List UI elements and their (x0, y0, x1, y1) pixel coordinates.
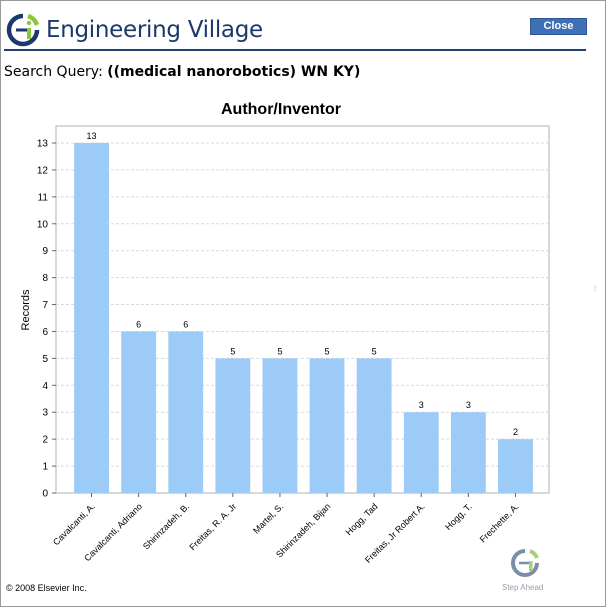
search-query-label: Search Query: (4, 64, 103, 80)
bar (215, 358, 251, 493)
x-tick-label: Hogg, T. (443, 501, 474, 532)
bar (262, 358, 298, 493)
y-tick-label: 8 (42, 273, 48, 284)
x-tick-label: Cavalcanti, A. (51, 501, 97, 547)
y-tick-label: 6 (42, 327, 48, 338)
bar (498, 439, 533, 493)
search-query-value: ((medical nanorobotics) WN KY) (107, 64, 361, 80)
y-tick-label: 7 (42, 300, 48, 311)
bar-value-label: 6 (183, 319, 188, 329)
x-tick-label: Martel, S. (251, 501, 285, 535)
y-tick-label: 13 (37, 139, 49, 150)
y-tick-label: 0 (42, 489, 48, 500)
y-axis-label: Records (20, 289, 32, 330)
y-tick-label: 2 (42, 435, 48, 446)
y-tick-label: 3 (42, 408, 48, 419)
y-tick-label: 11 (38, 192, 49, 203)
resize-grip-icon[interactable]: ⁞ (594, 284, 597, 293)
x-tick-label: Frechette, A. (478, 501, 521, 544)
author-bar-chart: Author/Inventor Records 0123456789101112… (20, 101, 550, 565)
y-tick-label: 9 (42, 246, 48, 257)
y-tick-label: 1 (42, 462, 48, 473)
bar-value-label: 3 (419, 400, 424, 410)
step-ahead-tagline: Step Ahead (502, 583, 544, 592)
x-tick-label: Shirinzadeh, B. (141, 501, 191, 551)
bar-value-label: 13 (87, 131, 97, 141)
x-tick-label: Freitas, R. A. Jr (187, 501, 238, 552)
y-tick-label: 12 (37, 165, 49, 176)
close-button[interactable]: Close (530, 18, 587, 35)
bar-value-label: 5 (230, 346, 235, 356)
bar (121, 331, 157, 493)
y-tick-label: 10 (37, 219, 49, 230)
engineering-village-logo: Engineering Village (6, 12, 263, 48)
bar-value-label: 5 (277, 346, 282, 356)
bar-value-label: 5 (325, 346, 330, 356)
bar (168, 331, 204, 493)
copyright-text: © 2008 Elsevier Inc. (6, 583, 87, 593)
x-tick-label: Hogg, Tad (344, 501, 380, 537)
y-tick-label: 4 (42, 381, 48, 392)
bar-value-label: 2 (513, 427, 518, 437)
bar (74, 143, 109, 493)
search-query: Search Query: ((medical nanorobotics) WN… (4, 64, 360, 80)
bar-value-label: 6 (136, 319, 141, 329)
header-divider (4, 49, 586, 51)
chart-title: Author/Inventor (221, 101, 341, 118)
bar (450, 412, 486, 493)
ei-logo-icon (6, 13, 40, 47)
bar-value-label: 3 (466, 400, 471, 410)
y-tick-label: 5 (42, 354, 48, 365)
bar (309, 358, 345, 493)
step-ahead-logo-icon (511, 549, 539, 577)
bar (403, 412, 439, 493)
brand-name: Engineering Village (46, 17, 263, 43)
bar (356, 358, 392, 493)
bar-value-label: 5 (372, 346, 377, 356)
